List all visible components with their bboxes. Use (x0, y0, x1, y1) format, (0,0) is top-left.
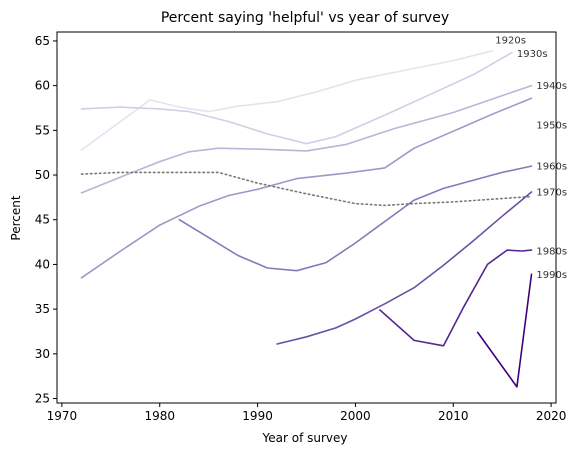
x-tick-label: 2010 (438, 409, 469, 423)
y-tick-label: 25 (35, 392, 50, 406)
y-tick-label: 45 (35, 213, 50, 227)
series-label-1980s: 1980s (536, 247, 567, 258)
x-tick-label: 2000 (340, 409, 371, 423)
y-tick-label: 55 (35, 123, 50, 137)
series-labels: 1920s 1930s 1940s 1950s 1960s 1970s 1980s 1990s (495, 36, 567, 281)
x-axis-label: Year of survey (262, 431, 348, 445)
y-tick-label: 50 (35, 168, 50, 182)
y-tick-label: 35 (35, 302, 50, 316)
x-tick-label: 1970 (47, 409, 78, 423)
y-tick-label: 60 (35, 79, 50, 93)
series-line-1920s (80, 50, 494, 151)
axes-frame (56, 31, 557, 404)
series-line-2000s (476, 273, 533, 388)
x-tick-label: 1980 (144, 409, 175, 423)
axes: 1970 1980 1990 2000 2010 2020 25 30 35 40 45 50 55 60… (35, 31, 567, 423)
series-line-1960s (178, 165, 533, 272)
series-line-1970s (80, 171, 533, 207)
y-tick-label: 40 (35, 257, 50, 271)
series-label-1920s: 1920s (495, 36, 526, 47)
y-tick-label: 65 (35, 34, 50, 48)
series-label-1950s: 1950s (536, 121, 567, 132)
series-label-1990s: 1990s (536, 270, 567, 281)
series-label-1940s: 1940s (536, 81, 567, 92)
series-group (80, 50, 533, 388)
series-line-1930s (80, 51, 513, 145)
chart-title: Percent saying 'helpful' vs year of surv… (161, 10, 449, 26)
series-line-1950s (80, 97, 533, 279)
x-tick-label: 1990 (242, 409, 273, 423)
y-axis-label: Percent (9, 195, 23, 240)
series-line-1980s (276, 191, 533, 345)
series-line-1940s (80, 84, 533, 194)
series-label-1930s: 1930s (517, 49, 548, 60)
series-label-1970s: 1970s (536, 188, 567, 199)
series-line-1990s (379, 249, 533, 347)
series-label-1960s: 1960s (536, 162, 567, 173)
x-tick-label: 2020 (536, 409, 567, 423)
y-tick-label: 30 (35, 347, 50, 361)
